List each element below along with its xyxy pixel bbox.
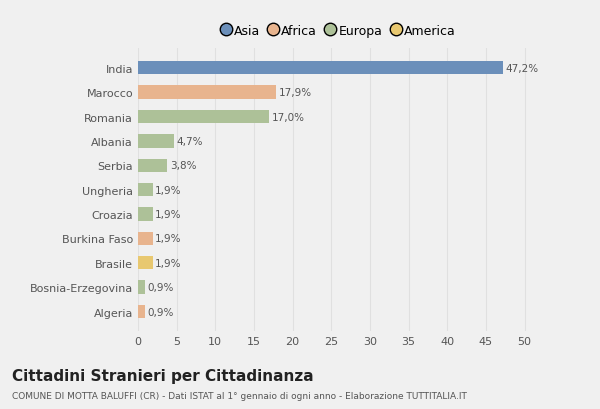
Bar bbox=[138, 305, 145, 319]
Text: 1,9%: 1,9% bbox=[155, 209, 182, 220]
Bar bbox=[138, 110, 269, 124]
Bar bbox=[138, 135, 175, 148]
Text: 47,2%: 47,2% bbox=[505, 64, 538, 74]
Bar bbox=[138, 62, 503, 75]
Bar bbox=[138, 256, 152, 270]
Bar bbox=[138, 281, 145, 294]
Text: COMUNE DI MOTTA BALUFFI (CR) - Dati ISTAT al 1° gennaio di ogni anno - Elaborazi: COMUNE DI MOTTA BALUFFI (CR) - Dati ISTA… bbox=[12, 391, 467, 400]
Text: 1,9%: 1,9% bbox=[155, 234, 182, 244]
Text: 0,9%: 0,9% bbox=[147, 283, 173, 292]
Legend: Asia, Africa, Europa, America: Asia, Africa, Europa, America bbox=[219, 21, 459, 42]
Bar bbox=[138, 232, 152, 245]
Bar bbox=[138, 208, 152, 221]
Text: 1,9%: 1,9% bbox=[155, 258, 182, 268]
Text: 17,0%: 17,0% bbox=[272, 112, 305, 122]
Bar bbox=[138, 159, 167, 173]
Text: 17,9%: 17,9% bbox=[278, 88, 312, 98]
Bar bbox=[138, 86, 277, 100]
Text: 4,7%: 4,7% bbox=[176, 137, 203, 146]
Bar bbox=[138, 184, 152, 197]
Text: 0,9%: 0,9% bbox=[147, 307, 173, 317]
Text: 1,9%: 1,9% bbox=[155, 185, 182, 195]
Text: Cittadini Stranieri per Cittadinanza: Cittadini Stranieri per Cittadinanza bbox=[12, 368, 314, 383]
Text: 3,8%: 3,8% bbox=[170, 161, 196, 171]
